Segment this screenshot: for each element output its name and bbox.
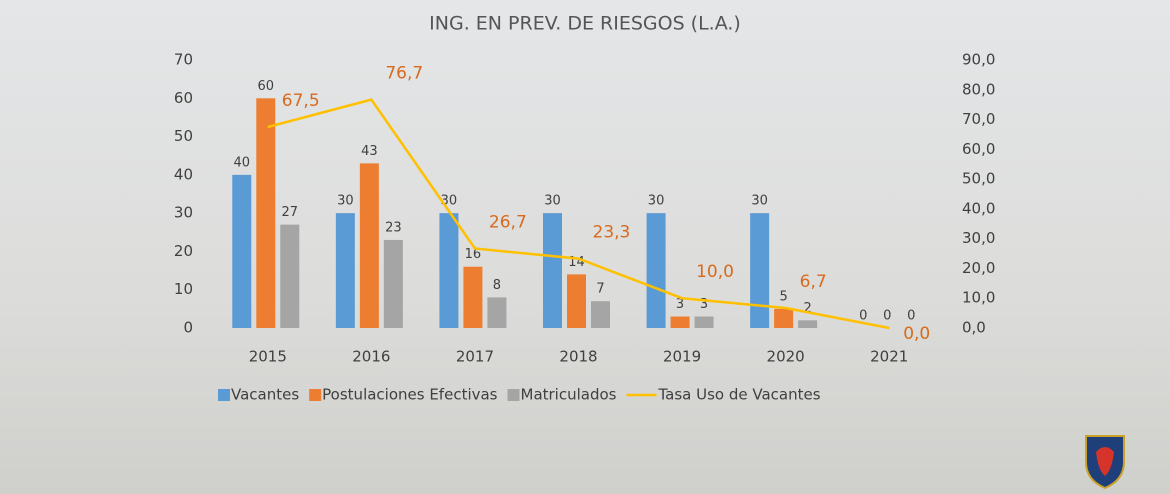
legend-swatch — [507, 389, 520, 401]
bar — [591, 301, 610, 328]
bar — [383, 239, 403, 328]
x-tick-label: 2018 — [559, 348, 597, 366]
x-tick-label: 2020 — [767, 348, 805, 366]
x-tick-label: 2021 — [870, 348, 908, 366]
line-label: 10,0 — [696, 262, 734, 282]
legend-label: Postulaciones Efectivas — [322, 386, 498, 404]
x-tick-label: 2015 — [249, 348, 287, 366]
bar — [646, 213, 666, 328]
bar-label: 0 — [859, 309, 867, 324]
bar — [359, 163, 379, 328]
line-label: 6,7 — [800, 272, 827, 292]
bar — [567, 274, 586, 328]
bar-label: 8 — [493, 278, 501, 293]
bar-label: 7 — [596, 282, 604, 297]
bar-label: 40 — [234, 155, 251, 170]
bar-label: 30 — [648, 194, 665, 209]
bar — [670, 316, 690, 328]
bar — [487, 297, 507, 328]
chart-title: ING. EN PREV. DE RIESGOS (L.A.) — [429, 13, 741, 35]
legend-label: Tasa Uso de Vacantes — [657, 386, 820, 404]
line-label: 23,3 — [593, 223, 631, 243]
bar-label: 23 — [385, 220, 402, 235]
bar — [439, 213, 459, 328]
bar — [280, 224, 300, 328]
x-tick-label: 2017 — [456, 348, 494, 366]
legend-label: Vacantes — [231, 386, 299, 404]
bar-label: 16 — [465, 247, 482, 262]
bar-label: 27 — [282, 205, 299, 220]
y-tick-label: 30 — [174, 204, 193, 222]
y-tick-label: 0 — [183, 319, 193, 337]
bar — [694, 316, 714, 328]
y-tick-label: 40 — [174, 165, 193, 183]
bar-label: 30 — [544, 194, 561, 209]
bar-label: 0 — [883, 309, 891, 324]
bar — [750, 213, 770, 328]
bar-label: 2 — [804, 301, 812, 316]
bar-label: 5 — [780, 289, 788, 304]
y2-tick-label: 10,0 — [962, 289, 995, 307]
y2-tick-label: 0,0 — [962, 319, 986, 337]
bar — [232, 174, 252, 328]
legend-swatch — [218, 389, 230, 401]
y2-tick-label: 80,0 — [962, 80, 995, 98]
bar-label: 3 — [700, 297, 708, 312]
y-tick-label: 60 — [174, 89, 193, 107]
x-tick-label: 2019 — [663, 348, 701, 366]
line-label: 67,5 — [282, 91, 320, 111]
bar-label: 30 — [337, 194, 354, 209]
bar-label: 30 — [751, 194, 768, 209]
bar — [543, 213, 562, 328]
bar-label: 60 — [258, 79, 275, 94]
bar — [463, 266, 483, 328]
y-tick-label: 20 — [174, 242, 193, 260]
y-tick-label: 70 — [174, 51, 193, 69]
y2-tick-label: 30,0 — [962, 229, 995, 247]
bar — [798, 320, 818, 328]
y2-tick-label: 40,0 — [962, 199, 995, 217]
y2-tick-label: 20,0 — [962, 259, 995, 277]
line — [267, 98, 890, 330]
line-label: 76,7 — [385, 64, 423, 84]
y2-tick-label: 60,0 — [962, 140, 995, 158]
legend-swatch — [309, 389, 322, 401]
legend-label: Matriculados — [521, 386, 617, 404]
y2-tick-label: 70,0 — [962, 110, 995, 128]
y2-tick-label: 90,0 — [962, 51, 995, 69]
y-tick-label: 50 — [174, 127, 193, 145]
logo — [1085, 435, 1125, 490]
bar — [256, 98, 276, 329]
bar — [774, 308, 794, 328]
bar-label: 0 — [907, 309, 915, 324]
bar-label: 43 — [361, 144, 378, 159]
line-label: 0,0 — [903, 324, 930, 344]
x-tick-label: 2016 — [352, 348, 390, 366]
bar — [335, 213, 355, 328]
bar-label: 3 — [676, 297, 684, 312]
y2-tick-label: 50,0 — [962, 170, 995, 188]
line-label: 26,7 — [489, 212, 527, 232]
y-tick-label: 10 — [174, 280, 193, 298]
